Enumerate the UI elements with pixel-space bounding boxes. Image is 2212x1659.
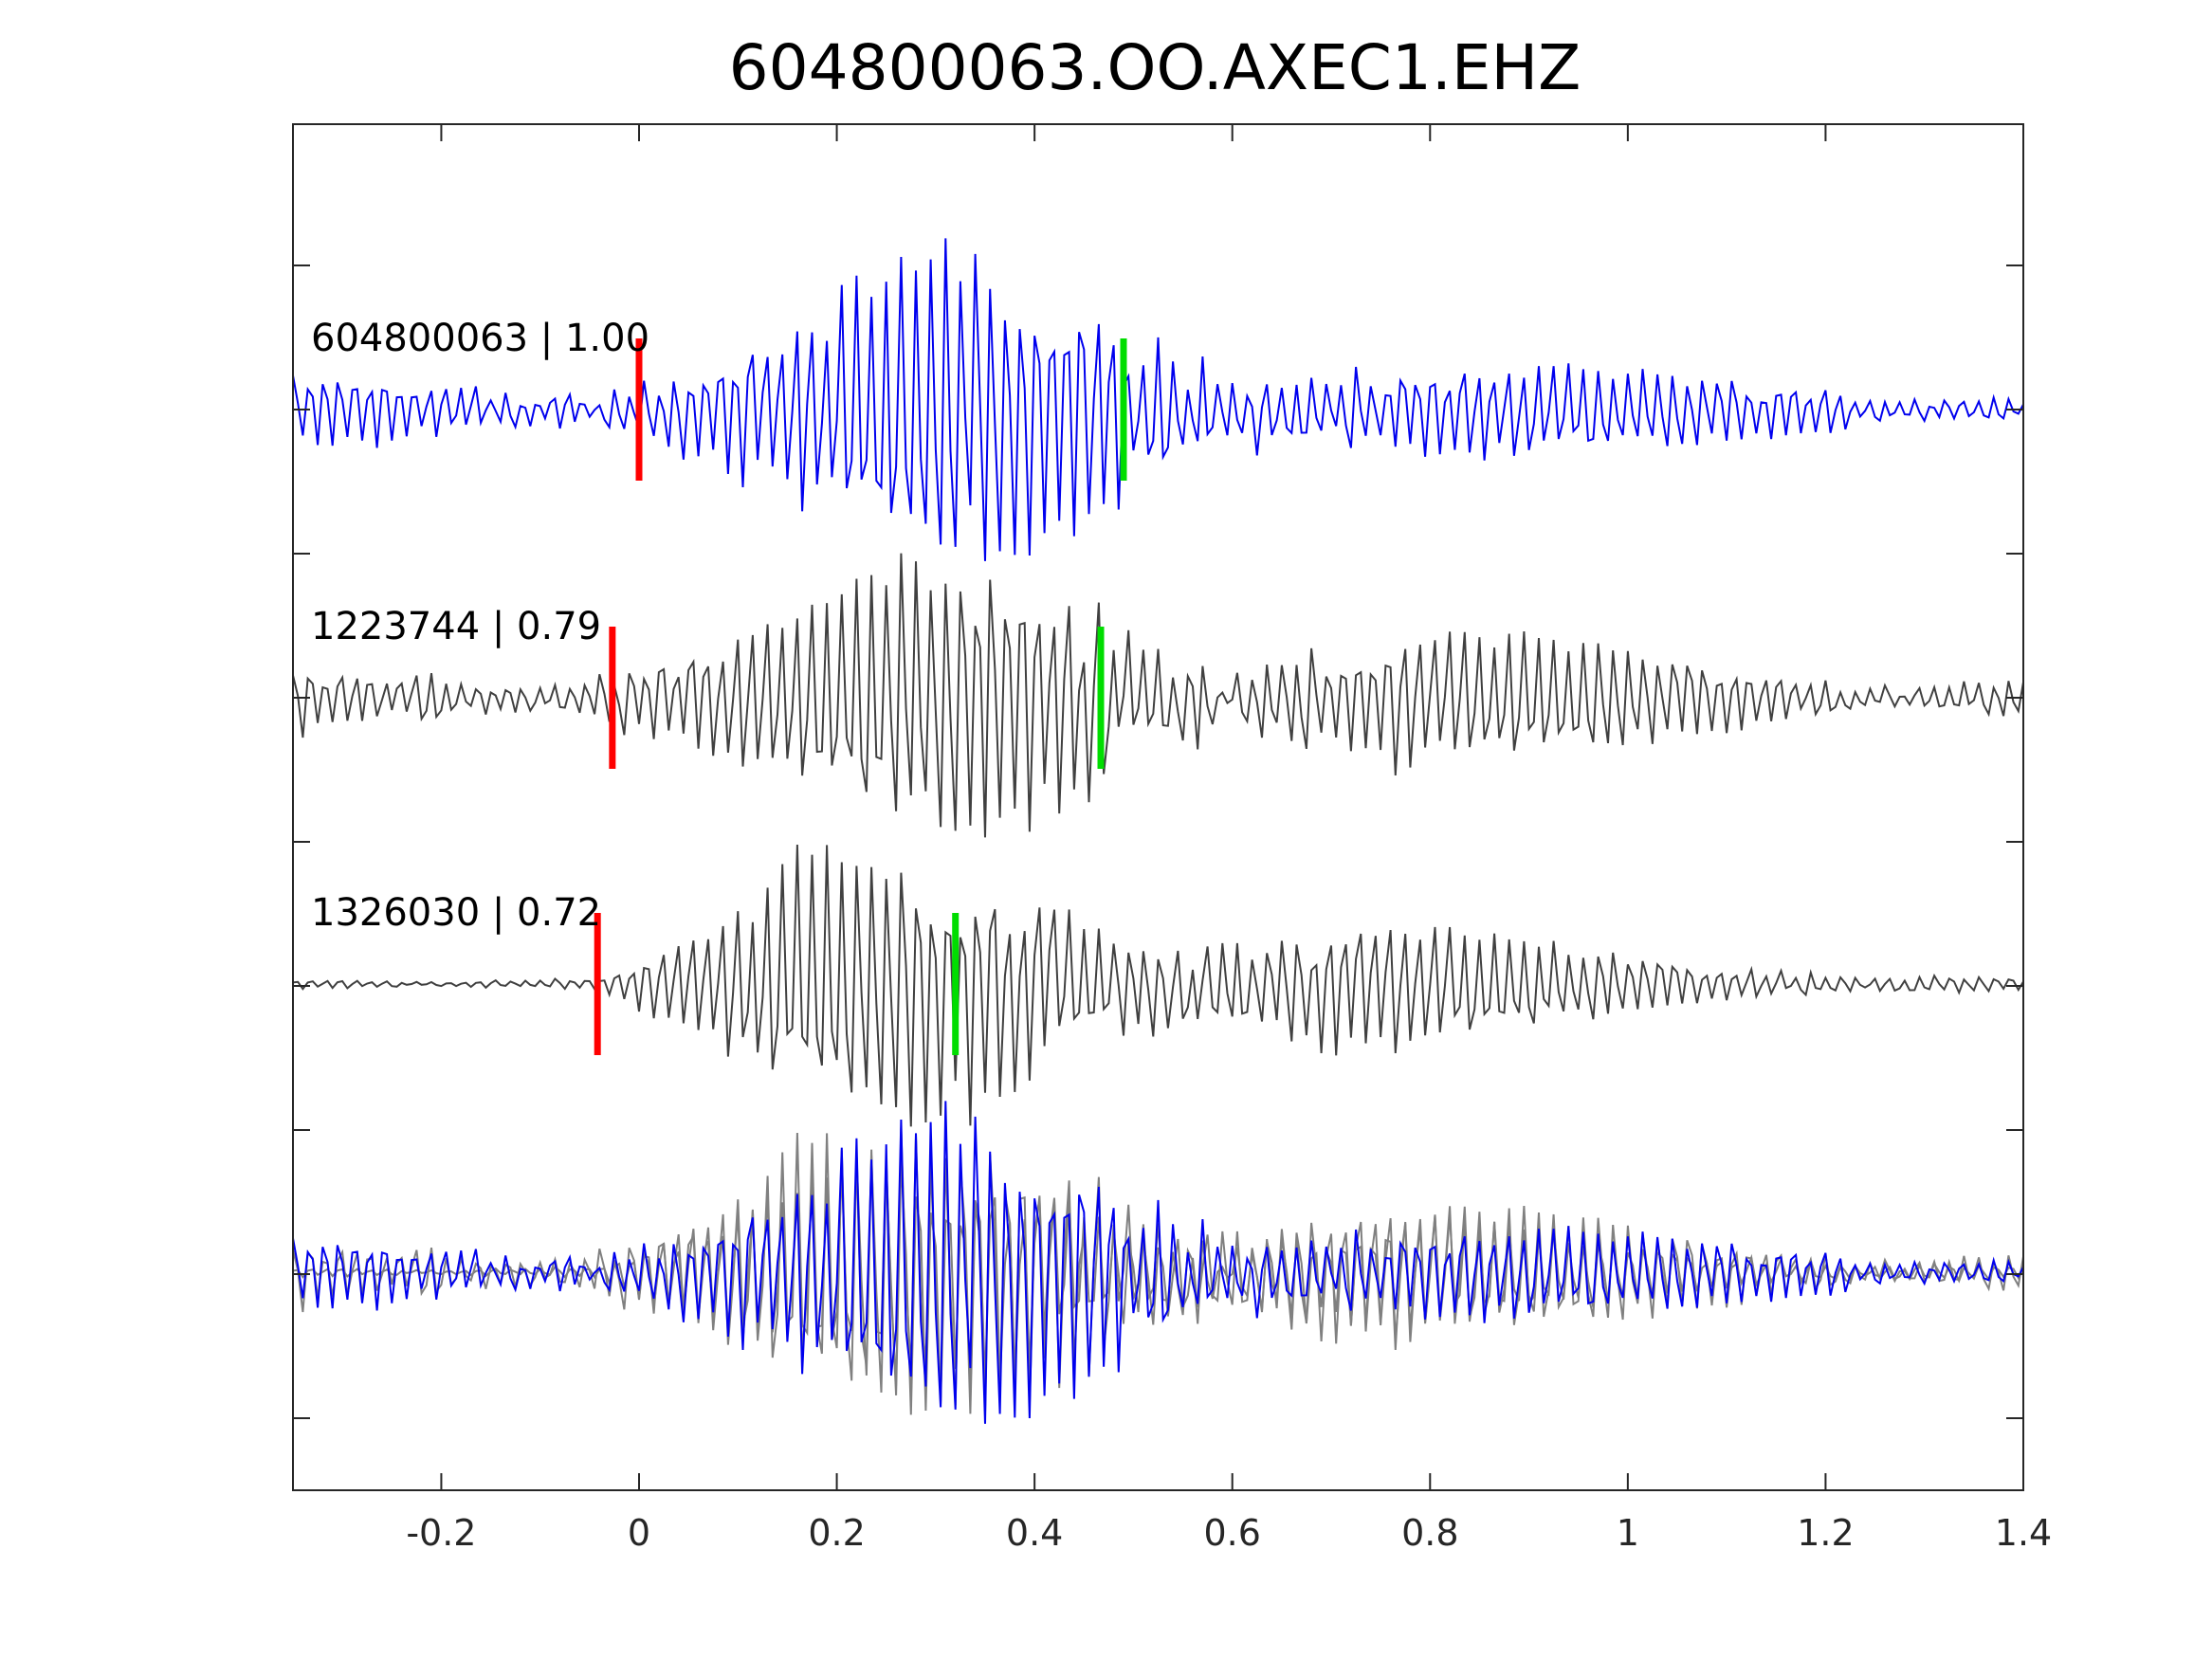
x-tick-label: 1 <box>1617 1512 1639 1554</box>
trace-label: 1326030 | 0.72 <box>311 891 601 935</box>
trace-label: 604800063 | 1.00 <box>311 317 649 360</box>
plot-frame <box>292 123 2024 1491</box>
x-tick-label: -0.2 <box>406 1512 476 1554</box>
x-tick-label: 1.2 <box>1797 1512 1854 1554</box>
trace-label: 1223744 | 0.79 <box>311 605 601 648</box>
trace-labels-group: 604800063 | 1.00 1223744 | 0.79 1326030 | … <box>311 317 649 935</box>
axis-ticks <box>293 124 2024 1490</box>
x-tick-label: 0.8 <box>1401 1512 1458 1554</box>
overlay-trace-line <box>292 1132 2024 1415</box>
x-tick-label: 0 <box>628 1512 650 1554</box>
x-tick-labels: -0.2 0 0.2 0.4 0.6 0.8 1 1.2 1.4 <box>406 1512 2052 1554</box>
chart-title: 604800063.OO.AXEC1.EHZ <box>729 31 1581 104</box>
x-tick-label: 1.4 <box>1995 1512 2052 1554</box>
overlay-trace-line <box>292 1101 2024 1424</box>
x-tick-label: 0.2 <box>808 1512 865 1554</box>
x-tick-label: 0.6 <box>1203 1512 1260 1554</box>
traces-group <box>292 238 2024 1424</box>
x-tick-label: 0.4 <box>1006 1512 1063 1554</box>
trace-line <box>292 553 2024 838</box>
picks-group <box>594 338 1127 1055</box>
trace-line <box>292 238 2024 561</box>
trace-line <box>292 844 2024 1127</box>
